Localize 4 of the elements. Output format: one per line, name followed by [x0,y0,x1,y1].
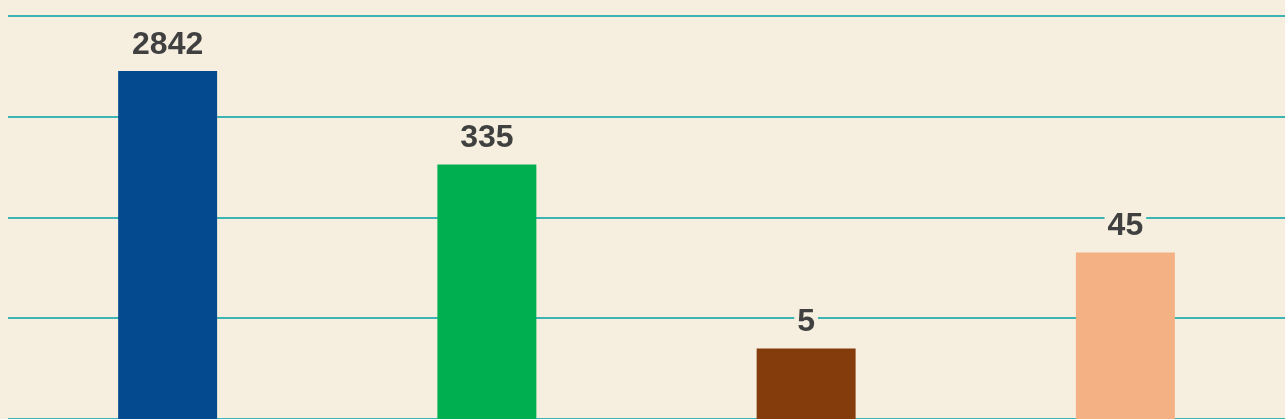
data-label: 45 [1107,206,1144,243]
data-label: 5 [797,302,816,339]
data-label: 335 [460,118,514,155]
data-label: 2842 [132,24,204,61]
